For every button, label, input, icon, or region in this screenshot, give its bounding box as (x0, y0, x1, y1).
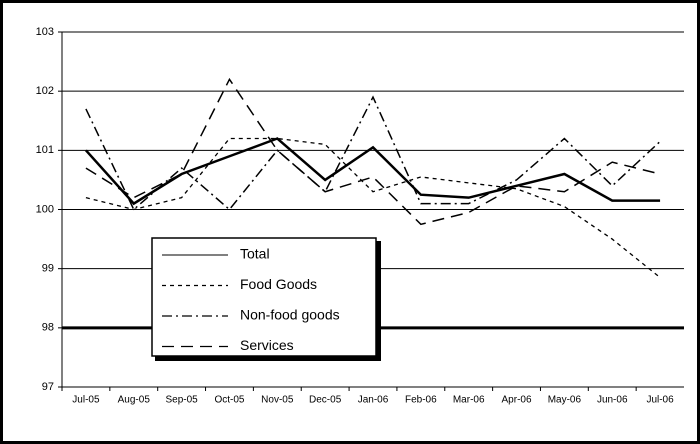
y-tick-label: 97 (42, 381, 54, 393)
legend-label: Non-food goods (240, 307, 340, 323)
series-line (84, 137, 661, 206)
y-tick-label: 103 (36, 26, 54, 38)
x-tick-label: Feb-06 (405, 395, 437, 406)
series-line (85, 77, 661, 226)
x-tick-label: Mar-06 (453, 395, 485, 406)
series-line (85, 95, 661, 211)
x-tick-label: Oct-05 (214, 395, 244, 406)
y-tick-label: 100 (36, 203, 54, 215)
legend-label: Total (240, 246, 270, 262)
x-tick-label: Jul-05 (72, 395, 100, 406)
x-tick-label: Apr-06 (502, 395, 532, 406)
legend-box (151, 237, 377, 357)
y-tick-label: 102 (36, 85, 54, 97)
x-tick-label: Jun-06 (597, 395, 628, 406)
x-tick-label: Jul-06 (646, 395, 674, 406)
x-tick-label: Sep-05 (165, 395, 198, 406)
y-tick-label: 98 (42, 322, 54, 334)
x-tick-label: Nov-05 (261, 395, 294, 406)
legend-label: Food Goods (240, 276, 317, 292)
x-tick-label: Aug-05 (118, 395, 151, 406)
y-tick-label: 99 (42, 263, 54, 275)
series-line (85, 137, 661, 279)
x-tick-label: Jan-06 (358, 395, 389, 406)
x-tick-label: May-06 (548, 395, 582, 406)
legend-label: Services (240, 337, 294, 353)
y-tick-label: 101 (36, 144, 54, 156)
x-tick-label: Dec-05 (309, 395, 342, 406)
